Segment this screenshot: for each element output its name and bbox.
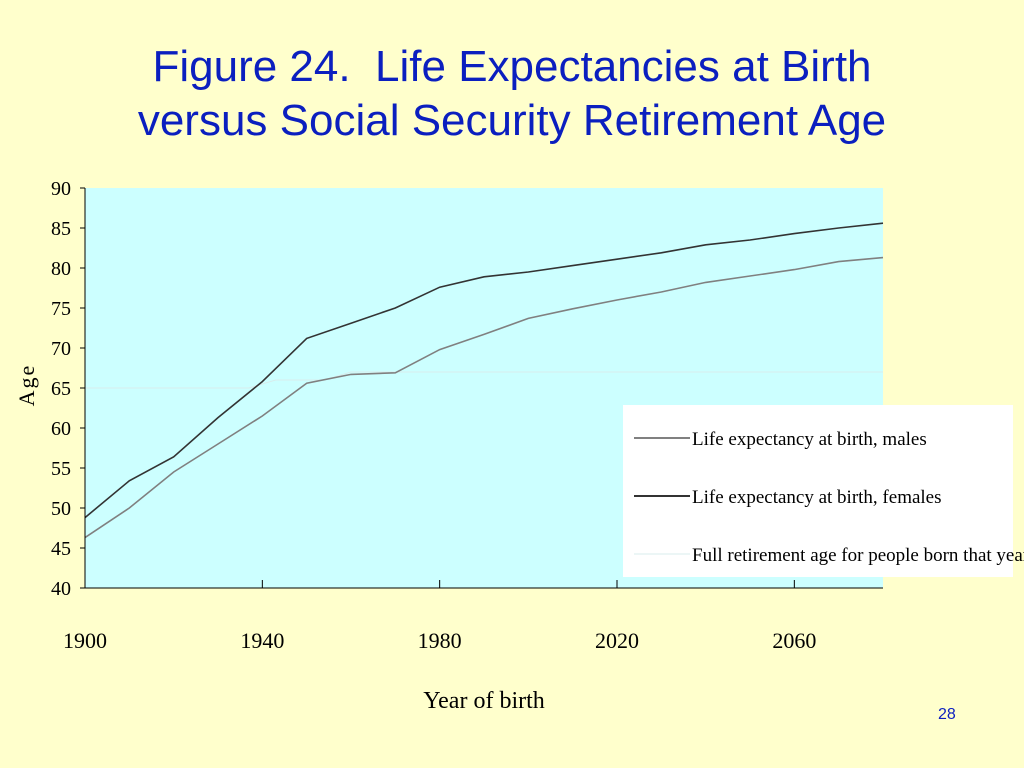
series-line-females <box>84 222 884 519</box>
series-layer <box>84 222 884 539</box>
legend-label-males: Life expectancy at birth, males <box>692 429 927 450</box>
legend: Life expectancy at birth, males Life expe… <box>623 405 1024 577</box>
slide-title: Figure 24. Life Expectancies at Birth ve… <box>0 40 1024 148</box>
y-tick-label: 65 <box>51 378 71 400</box>
title-line-2: versus Social Security Retirement Age <box>137 96 887 145</box>
slide-page-number: 28 <box>938 706 956 723</box>
y-tick-label: 80 <box>51 258 71 280</box>
title-line-1: Figure 24. Life Expectancies at Birth <box>152 42 872 91</box>
x-tick-label: 2020 <box>595 628 639 653</box>
x-axis-title: Year of birth <box>423 688 545 714</box>
series-line-males <box>84 256 884 539</box>
x-tick-label: 1900 <box>63 628 107 653</box>
legend-box <box>623 405 1013 577</box>
y-tick-label: 40 <box>51 578 71 600</box>
axes-layer: 40 45 50 55 60 65 70 75 80 85 90 1900 1940 1980 2020 20… <box>14 178 883 714</box>
y-axis-title: Age <box>14 364 39 407</box>
x-tick-label: 2060 <box>772 628 816 653</box>
y-tick-label: 70 <box>51 338 71 360</box>
y-tick-label: 90 <box>51 178 71 200</box>
y-tick-label: 75 <box>51 298 71 320</box>
y-tick-label: 45 <box>51 538 71 560</box>
legend-label-females: Life expectancy at birth, females <box>692 487 942 508</box>
y-tick-label: 85 <box>51 218 71 240</box>
y-tick-label: 50 <box>51 498 71 520</box>
x-tick-label: 1980 <box>418 628 462 653</box>
x-tick-label: 1940 <box>240 628 284 653</box>
y-tick-label: 55 <box>51 458 71 480</box>
y-tick-label: 60 <box>51 418 71 440</box>
legend-label-retirement: Full retirement age for people born that… <box>692 545 1024 566</box>
series-line-retirement <box>85 371 883 389</box>
